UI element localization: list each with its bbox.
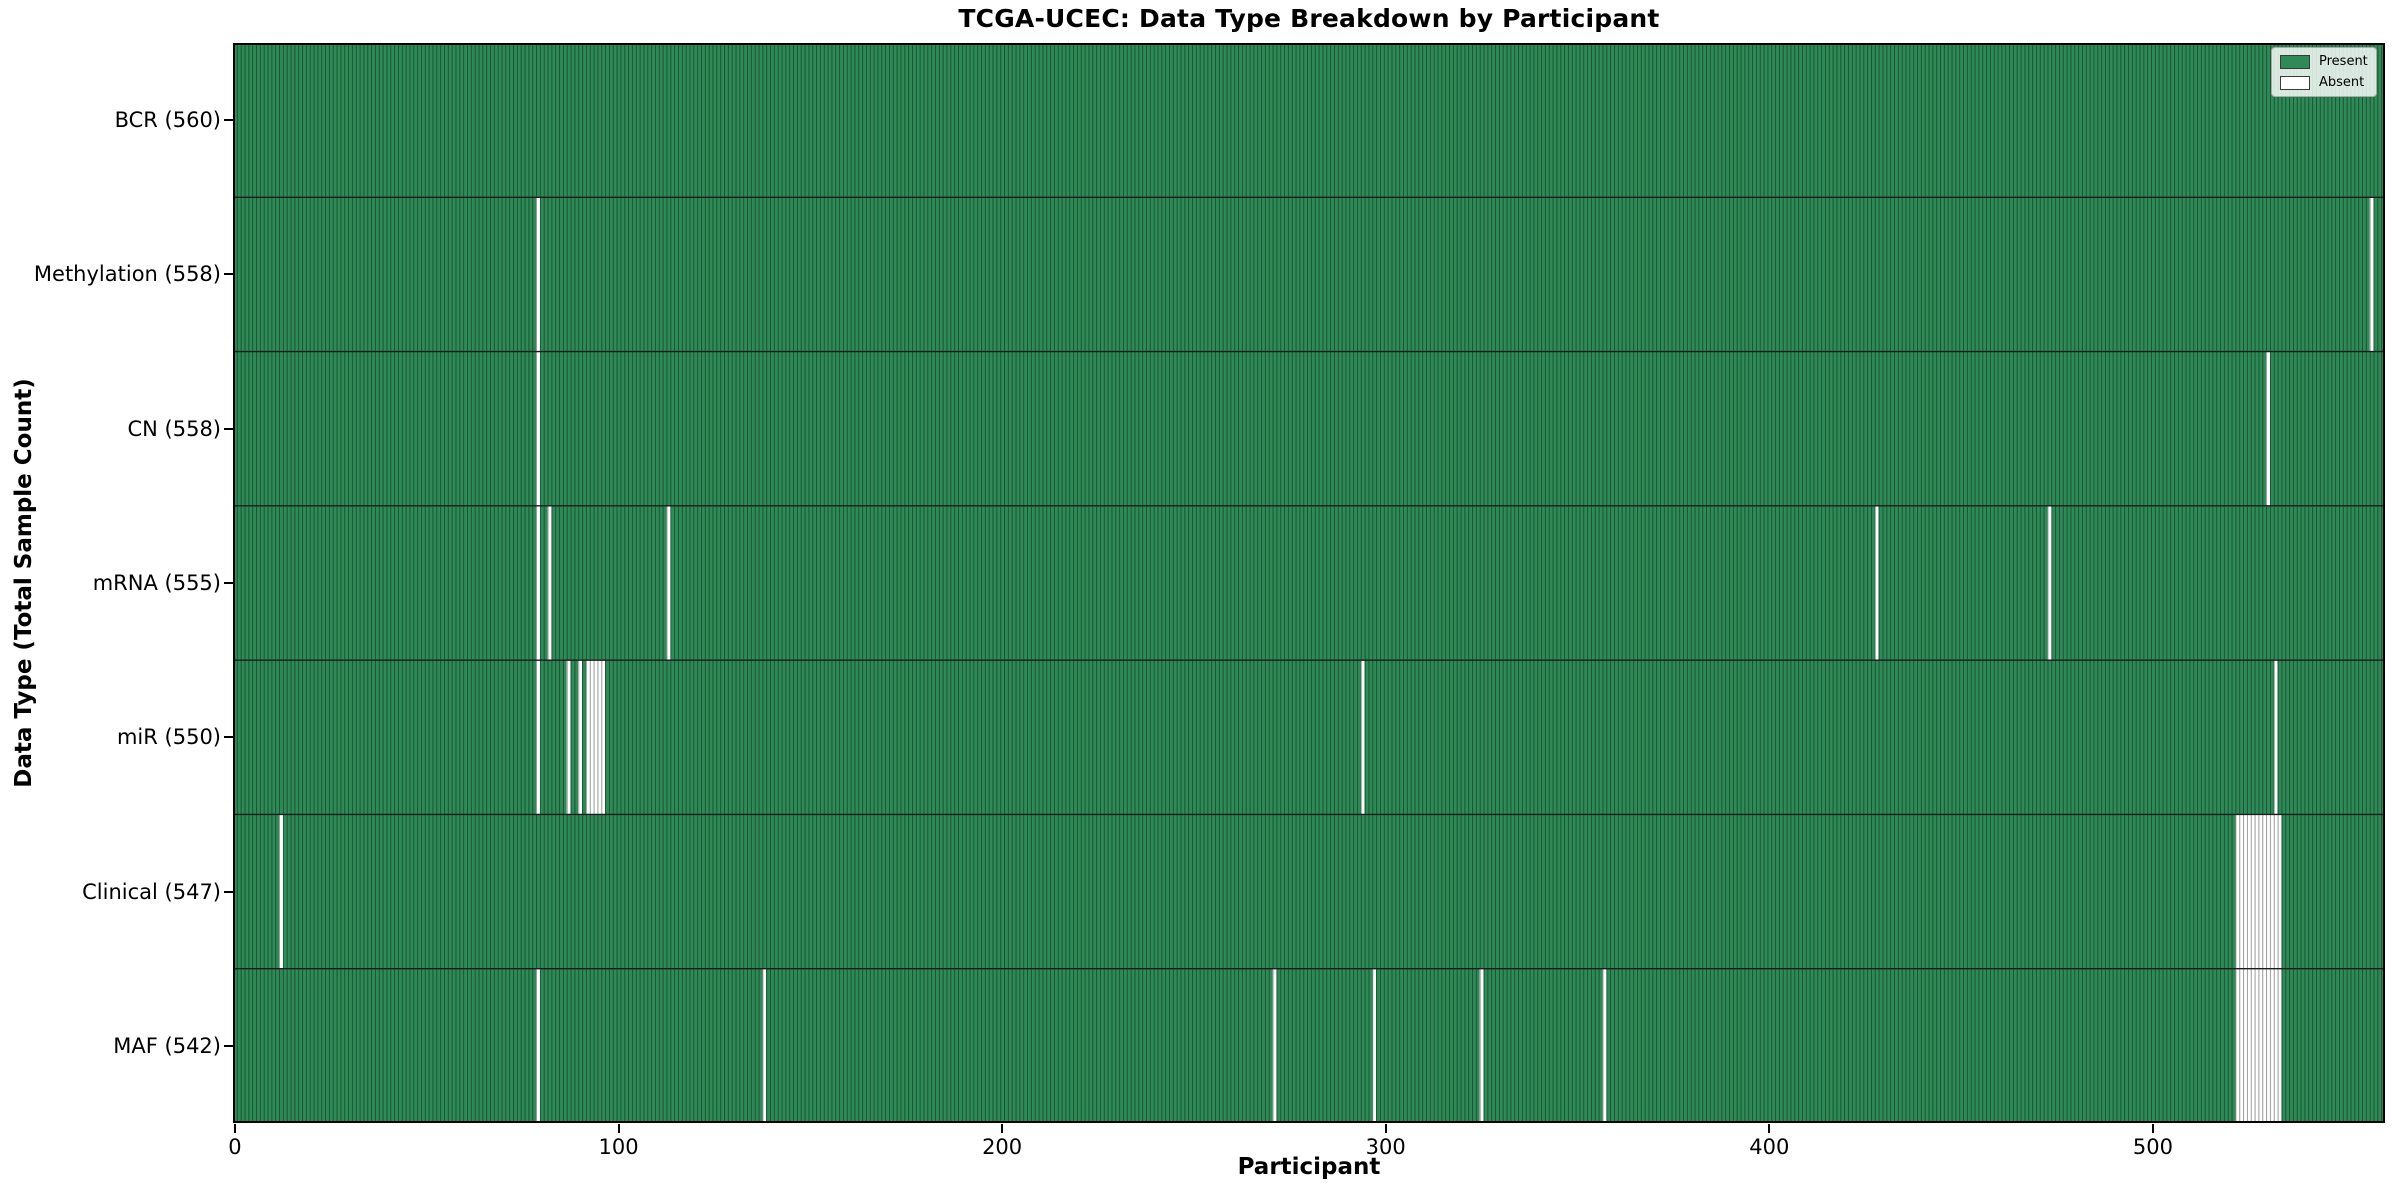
y-tick-mark: [224, 1044, 233, 1047]
y-tick-label-Methylation: Methylation (558): [33, 262, 221, 287]
x-tick-mark: [1001, 1124, 1004, 1133]
x-tick-label: 100: [598, 1135, 639, 1159]
legend-entry-absent: Absent: [2280, 75, 2368, 90]
legend-entry-present: Present: [2280, 54, 2368, 69]
legend: Present Absent: [2271, 47, 2377, 97]
y-tick-mark: [224, 890, 233, 893]
x-tick-label: 500: [2132, 1135, 2173, 1159]
bar-edges-overlay: [233, 43, 2385, 1123]
legend-swatch-absent: [2280, 75, 2310, 90]
y-tick-label-BCR: BCR (560): [114, 108, 221, 133]
x-tick-mark: [617, 1124, 620, 1133]
y-tick-label-CN: CN (558): [127, 416, 221, 441]
chart-title: TCGA-UCEC: Data Type Breakdown by Partic…: [958, 4, 1660, 33]
y-tick-mark: [224, 582, 233, 584]
y-tick-mark: [224, 736, 233, 739]
y-tick-label-Clinical: Clinical (547): [82, 879, 221, 904]
y-tick-mark: [224, 273, 233, 276]
x-tick-mark: [233, 1124, 236, 1133]
x-tick-mark: [2151, 1124, 2154, 1133]
y-tick-mark: [224, 119, 233, 122]
heatmap-plot: [233, 43, 2385, 1123]
x-tick-mark: [1384, 1124, 1387, 1133]
x-tick-label: 200: [982, 1135, 1023, 1159]
plot-border: [233, 43, 2385, 1123]
x-tick-label: 300: [1365, 1135, 1406, 1159]
x-tick-label: 400: [1749, 1135, 1790, 1159]
x-tick-mark: [1768, 1124, 1771, 1133]
x-tick-label: 0: [228, 1135, 242, 1159]
y-tick-label-MAF: MAF (542): [113, 1033, 221, 1058]
legend-label: Absent: [2319, 75, 2365, 90]
y-tick-label-mRNA: mRNA (555): [92, 571, 221, 595]
legend-swatch-present: [2280, 54, 2310, 69]
y-tick-mark: [224, 427, 233, 430]
legend-label: Present: [2319, 54, 2368, 69]
y-tick-label-miR: miR (550): [116, 725, 221, 750]
x-axis-label: Participant: [1237, 1154, 1381, 1180]
